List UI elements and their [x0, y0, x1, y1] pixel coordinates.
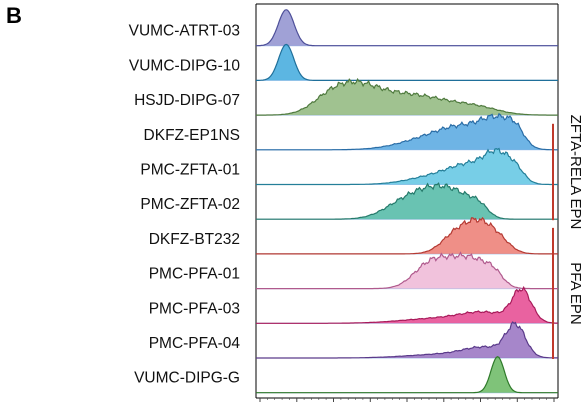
ridge-fill-pmc-pfa-03: [256, 287, 558, 324]
ridge-outline-pmc-zfta-02: [256, 182, 558, 220]
row-label: PMC-ZFTA-01: [140, 162, 240, 179]
row-label: VUMC-DIPG-G: [134, 370, 240, 387]
ridge-fill-dkfz-bt232: [256, 217, 558, 254]
ridge-outline-pmc-pfa-04: [256, 321, 558, 359]
ridge-outline-vumc-dipg-10: [256, 43, 558, 81]
ridge-fill-pmc-zfta-01: [256, 148, 558, 185]
ridge-fill-vumc-atrt-03: [256, 9, 558, 46]
group-annotations: ZFTA-RELA EPN PFA EPN: [552, 115, 584, 359]
row-label: HSJD-DIPG-07: [134, 92, 240, 109]
ridge-fill-dkfz-ep1ns: [256, 113, 558, 150]
row-label: VUMC-ATRT-03: [129, 23, 240, 40]
ridge-outline-dkfz-ep1ns: [256, 112, 558, 151]
ridge-outline-hsjd-dipg-07: [256, 77, 558, 116]
ridge-outline-pmc-pfa-01: [256, 251, 558, 290]
row-label: PMC-PFA-01: [149, 266, 240, 283]
row-labels: VUMC-ATRT-03 VUMC-DIPG-10 HSJD-DIPG-07 DKFZ…: [129, 23, 241, 387]
ridge-outline-vumc-atrt-03: [256, 9, 558, 47]
ridge-outline-dkfz-bt232: [256, 216, 558, 255]
ridge-outline-vumc-dipg-g: [256, 356, 558, 394]
row-label: PMC-ZFTA-02: [140, 196, 240, 213]
ridge-outline-pmc-pfa-03: [256, 285, 559, 324]
plot-area: [255, 3, 559, 398]
row-label: VUMC-DIPG-10: [129, 57, 240, 74]
ridge-outline-pmc-zfta-01: [256, 147, 558, 186]
row-label: DKFZ-BT232: [149, 231, 240, 248]
ridge-fill-vumc-dipg-10: [256, 44, 558, 81]
row-label: PMC-PFA-03: [149, 300, 240, 317]
ridge-fill-pmc-pfa-04: [256, 322, 558, 358]
group-label: PFA EPN: [567, 262, 584, 325]
row-label: DKFZ-EP1NS: [144, 127, 240, 144]
ridge-fill-pmc-pfa-01: [256, 252, 558, 289]
group-label: ZFTA-RELA EPN: [567, 115, 584, 230]
ridge-fill-vumc-dipg-g: [256, 356, 558, 393]
ridge-fill-pmc-zfta-02: [256, 183, 558, 220]
row-label: PMC-PFA-04: [149, 335, 241, 352]
x-axis: [256, 397, 558, 402]
panel-letter: B: [6, 3, 22, 28]
